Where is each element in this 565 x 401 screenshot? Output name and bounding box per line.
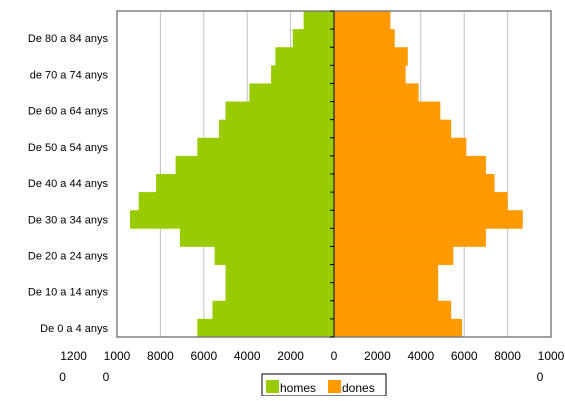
bar-homes [197, 137, 334, 157]
category-label: De 10 a 14 anys [28, 287, 109, 299]
bar-dones [334, 101, 441, 121]
bar-homes [156, 174, 334, 193]
bar-homes [214, 246, 334, 265]
category-label: De 60 a 64 anys [28, 106, 109, 118]
x-tick-label: 8000 [147, 349, 174, 363]
bar-dones [334, 192, 508, 211]
category-label: de 70 a 74 anys [30, 69, 109, 81]
bar-dones [334, 83, 419, 102]
bar-dones [334, 65, 406, 84]
bar-dones [334, 137, 467, 157]
bar-dones [334, 228, 486, 247]
bar-dones [334, 282, 439, 302]
bar-homes [225, 101, 334, 121]
category-label: De 30 a 34 anys [28, 214, 109, 226]
bar-homes [175, 155, 334, 175]
bar-homes [225, 282, 334, 302]
bar-homes [197, 318, 334, 338]
bar-homes [225, 264, 334, 284]
bar-dones [334, 11, 391, 30]
x-tick-label: 2000 [277, 349, 304, 363]
axes [116, 10, 552, 338]
category-label: De 0 a 4 anys [40, 323, 108, 335]
bar-dones [334, 210, 523, 229]
bar-dones [334, 174, 495, 193]
bar-homes [212, 300, 334, 320]
x-tick-label: 1000 [104, 349, 131, 363]
category-label: De 20 a 24 anys [28, 251, 109, 263]
category-label: De 50 a 54 anys [28, 142, 109, 154]
x-tick-label-wrap: 0 [537, 370, 544, 384]
x-tick-label: 4000 [234, 349, 261, 363]
x-tick-label: 0 [331, 349, 338, 363]
x-tick-label: 6000 [451, 349, 478, 363]
x-tick-label: 2000 [364, 349, 391, 363]
bar-homes [271, 65, 334, 84]
bar-homes [130, 210, 334, 229]
x-tick-label-wrap: 0 [103, 370, 110, 384]
x-tick-label: 4000 [407, 349, 434, 363]
bar-dones [334, 264, 439, 284]
x-tick-label: 6000 [190, 349, 217, 363]
bars [130, 11, 523, 338]
x-tick-label-wrap: 0 [59, 370, 66, 384]
bar-dones [334, 155, 486, 175]
legend-label-dones: dones [342, 381, 375, 395]
bar-homes [179, 228, 334, 247]
bar-dones [334, 47, 408, 66]
bar-homes [218, 119, 334, 139]
bar-dones [334, 300, 452, 320]
x-tick-label: 1200 [60, 349, 87, 363]
bar-dones [334, 246, 454, 265]
legend-label-homes: homes [280, 381, 316, 395]
legend-swatch-homes [266, 380, 279, 393]
category-label: De 40 a 44 anys [28, 178, 109, 190]
bar-homes [275, 47, 334, 66]
bar-homes [292, 29, 334, 48]
category-labels: De 0 a 4 anys De 10 a 14 anys De 20 a 24 a… [28, 33, 109, 335]
x-tick-label: 8000 [494, 349, 521, 363]
bar-dones [334, 29, 395, 48]
bar-homes [303, 11, 334, 30]
bar-homes [138, 192, 334, 211]
legend: homes dones [261, 373, 387, 397]
bar-dones [334, 119, 452, 139]
x-tick-label: 1000 [538, 349, 565, 363]
bar-dones [334, 318, 463, 338]
category-label: De 80 a 84 anys [28, 33, 109, 45]
legend-swatch-dones [328, 380, 341, 393]
bar-homes [249, 83, 334, 102]
